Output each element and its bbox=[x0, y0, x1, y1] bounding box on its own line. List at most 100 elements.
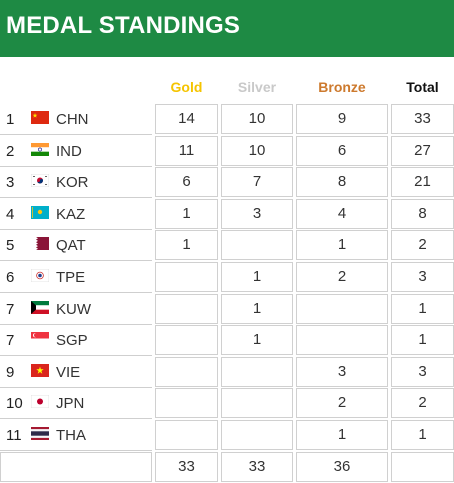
table-row: 3 KOR 6 7 8 21 bbox=[0, 167, 454, 199]
bronze-medal-cell: 8 bbox=[296, 167, 388, 198]
country-code: KAZ bbox=[56, 205, 86, 223]
china-flag-icon bbox=[31, 111, 49, 124]
gold-medal-cell: 1 bbox=[155, 198, 218, 229]
rank-cell: 1 bbox=[0, 104, 28, 135]
totals-row: 33 33 36 bbox=[0, 452, 454, 483]
rank-cell: 10 bbox=[0, 388, 28, 420]
total-medal-cell: 33 bbox=[391, 104, 454, 134]
gold-medal-cell bbox=[155, 325, 218, 356]
bronze-medal-cell bbox=[296, 325, 388, 356]
silver-medal-cell: 10 bbox=[221, 135, 293, 166]
rank-cell: 2 bbox=[0, 136, 28, 167]
country-code: KOR bbox=[56, 174, 89, 192]
column-header-silver: Silver bbox=[237, 79, 277, 95]
gold-medal-cell bbox=[155, 388, 218, 419]
country-code: QAT bbox=[56, 237, 86, 255]
gold-medal-cell bbox=[155, 262, 218, 292]
kuwait-flag-icon bbox=[31, 300, 49, 314]
vietnam-flag-icon bbox=[31, 363, 49, 377]
silver-medal-cell bbox=[221, 356, 293, 387]
total-gold-cell: 33 bbox=[155, 452, 218, 482]
column-header-bronze: Bronze bbox=[318, 79, 366, 95]
rank-cell: 7 bbox=[0, 294, 28, 325]
total-medal-cell: 2 bbox=[391, 230, 454, 261]
country-cell: THA bbox=[28, 420, 152, 451]
country-cell: KAZ bbox=[28, 199, 152, 230]
country-code: TPE bbox=[56, 269, 86, 286]
country-cell: JPN bbox=[28, 388, 152, 420]
country-code: SGP bbox=[56, 332, 88, 350]
total-medal-cell: 21 bbox=[391, 167, 454, 198]
country-cell: IND bbox=[28, 136, 152, 167]
column-header-gold: Gold bbox=[170, 79, 203, 95]
bronze-medal-cell: 2 bbox=[296, 388, 388, 419]
total-medal-cell: 1 bbox=[391, 420, 454, 450]
rank-cell: 11 bbox=[0, 420, 28, 451]
total-medal-cell: 2 bbox=[391, 388, 454, 419]
total-medal-cell: 8 bbox=[391, 198, 454, 229]
silver-medal-cell bbox=[221, 230, 293, 261]
silver-medal-cell: 1 bbox=[221, 325, 293, 356]
table-row: 7 SGP 1 1 bbox=[0, 325, 454, 357]
header-banner: MEDAL STANDINGS bbox=[0, 0, 454, 57]
qatar-flag-icon bbox=[31, 237, 49, 251]
bronze-medal-cell: 1 bbox=[296, 230, 388, 261]
country-cell: CHN bbox=[28, 104, 152, 135]
rank-cell: 6 bbox=[0, 262, 28, 293]
table-row: 1 CHN 14 10 9 33 bbox=[0, 104, 454, 135]
country-code: JPN bbox=[56, 395, 85, 413]
country-code: IND bbox=[56, 142, 82, 160]
total-silver-cell: 33 bbox=[221, 452, 293, 482]
country-cell: KUW bbox=[28, 294, 152, 325]
bronze-medal-cell: 3 bbox=[296, 356, 388, 387]
country-code: KUW bbox=[56, 300, 91, 318]
total-bronze-cell: 36 bbox=[296, 452, 388, 482]
silver-medal-cell: 7 bbox=[221, 167, 293, 198]
table-row: 2 IND 11 10 6 27 bbox=[0, 135, 454, 167]
silver-medal-cell: 1 bbox=[221, 262, 293, 292]
gold-medal-cell: 1 bbox=[155, 230, 218, 261]
thailand-flag-icon bbox=[31, 427, 49, 440]
total-total-cell bbox=[391, 452, 454, 482]
silver-medal-cell: 1 bbox=[221, 293, 293, 324]
table-row: 4 KAZ 1 3 4 8 bbox=[0, 198, 454, 230]
totals-label-cell bbox=[0, 452, 152, 482]
country-code: CHN bbox=[56, 111, 89, 128]
country-cell: KOR bbox=[28, 167, 152, 199]
rank-cell: 9 bbox=[0, 357, 28, 388]
gold-medal-cell bbox=[155, 420, 218, 450]
kazakhstan-flag-icon bbox=[31, 205, 49, 219]
total-medal-cell: 1 bbox=[391, 325, 454, 356]
country-code: THA bbox=[56, 427, 86, 444]
table-row: 11 THA 1 1 bbox=[0, 420, 454, 451]
rank-cell: 5 bbox=[0, 230, 28, 262]
total-medal-cell: 3 bbox=[391, 262, 454, 292]
silver-medal-cell: 10 bbox=[221, 104, 293, 134]
bronze-medal-cell: 9 bbox=[296, 104, 388, 134]
india-flag-icon bbox=[31, 142, 49, 156]
country-cell: TPE bbox=[28, 262, 152, 293]
total-medal-cell: 3 bbox=[391, 356, 454, 387]
country-cell: SGP bbox=[28, 325, 152, 357]
silver-medal-cell bbox=[221, 420, 293, 450]
gold-medal-cell: 11 bbox=[155, 135, 218, 166]
silver-medal-cell: 3 bbox=[221, 198, 293, 229]
page-title: MEDAL STANDINGS bbox=[6, 12, 241, 39]
table-row: 9 VIE 3 3 bbox=[0, 356, 454, 388]
table-row: 5 QAT 1 1 2 bbox=[0, 230, 454, 262]
japan-flag-icon bbox=[31, 395, 49, 409]
table-row: 7 KUW 1 1 bbox=[0, 293, 454, 325]
rank-cell: 3 bbox=[0, 167, 28, 199]
total-medal-cell: 27 bbox=[391, 135, 454, 166]
column-header-total: Total bbox=[406, 79, 439, 95]
bronze-medal-cell: 6 bbox=[296, 135, 388, 166]
bronze-medal-cell: 4 bbox=[296, 198, 388, 229]
gold-medal-cell bbox=[155, 356, 218, 387]
bronze-medal-cell: 1 bbox=[296, 420, 388, 450]
south-korea-flag-icon bbox=[31, 174, 49, 188]
gold-medal-cell: 14 bbox=[155, 104, 218, 134]
gold-medal-cell: 6 bbox=[155, 167, 218, 198]
table-row: 6 TPE 1 2 3 bbox=[0, 262, 454, 293]
total-medal-cell: 1 bbox=[391, 293, 454, 324]
country-cell: VIE bbox=[28, 357, 152, 388]
